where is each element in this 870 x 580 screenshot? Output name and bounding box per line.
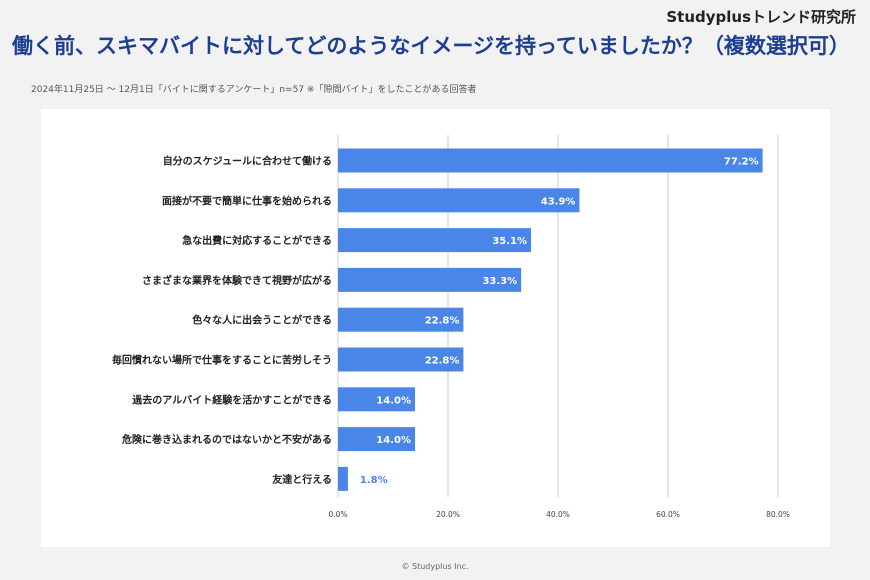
page-title: 働く前、スキマバイトに対してどのようなイメージを持っていましたか？（複数選択可）	[12, 34, 850, 58]
bar	[338, 427, 415, 452]
bar	[338, 228, 532, 253]
category-label: さまざまな業界を体験できて視野が広がる	[142, 274, 332, 287]
x-tick-label: 20.0%	[436, 510, 460, 519]
bar	[338, 267, 522, 292]
bar	[338, 148, 763, 173]
category-label: 色々な人に出会うことができる	[192, 314, 332, 327]
category-label: 危険に巻き込まれるのではないかと不安がある	[122, 433, 332, 446]
bar	[338, 387, 415, 412]
category-label: 急な出費に対応することができる	[182, 234, 332, 247]
chart-panel: 0.0% 20.0% 40.0% 60.0% 80.0% 自分のスケジュールに合わせて働け…	[41, 109, 830, 547]
category-label: 過去のアルバイト経験を活かすことができる	[131, 393, 332, 406]
data-label: 33.3%	[482, 276, 517, 287]
data-label: 14.0%	[376, 395, 411, 406]
data-label: 77.2%	[724, 157, 759, 168]
data-label: 35.1%	[492, 236, 527, 247]
data-label: 1.8%	[360, 475, 388, 486]
x-tick-label: 60.0%	[656, 510, 680, 519]
bar	[338, 347, 464, 372]
copyright-footer: © Studyplus Inc.	[401, 562, 469, 571]
survey-subtitle: 2024年11月25日 ～ 12月1日「バイトに関するアンケート」n=57 ※「…	[31, 85, 477, 95]
data-label: 43.9%	[541, 196, 576, 207]
brand-logo-text: Studyplusトレンド研究所	[666, 8, 856, 26]
category-label: 面接が不要で簡単に仕事を始められる	[162, 194, 332, 207]
bar	[338, 307, 464, 332]
category-label: 毎回慣れない場所で仕事をすることに苦労しそう	[112, 354, 332, 367]
x-tick-label: 40.0%	[546, 510, 570, 519]
category-label: 自分のスケジュールに合わせて働ける	[163, 155, 332, 168]
bar-chart: 0.0% 20.0% 40.0% 60.0% 80.0% 自分のスケジュールに合わせて働け…	[112, 135, 790, 519]
data-label: 22.8%	[425, 316, 460, 327]
data-label: 14.0%	[376, 435, 411, 446]
data-label: 22.8%	[425, 356, 460, 367]
bar	[338, 188, 580, 213]
category-label: 友達と行える	[272, 473, 332, 486]
x-tick-label: 0.0%	[328, 510, 347, 519]
x-tick-label: 80.0%	[766, 510, 790, 519]
bar	[338, 466, 348, 491]
